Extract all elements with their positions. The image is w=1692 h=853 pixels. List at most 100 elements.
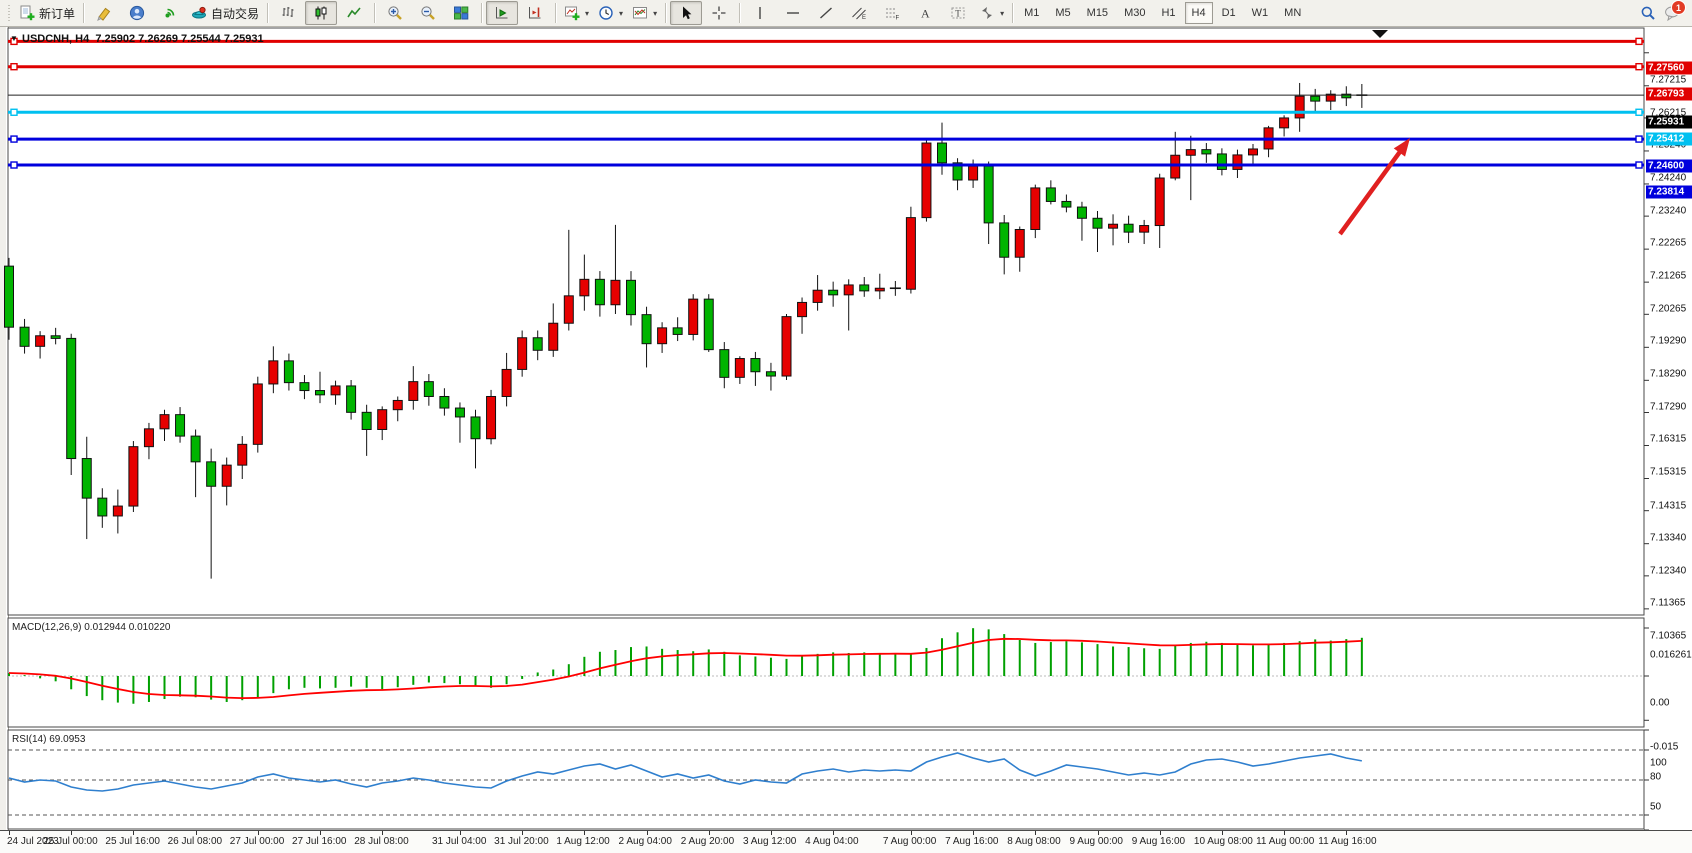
arrows-shapes-icon [982, 7, 993, 19]
toolbar-separator [1012, 3, 1014, 23]
arrows-shapes-button[interactable]: ▾ [975, 1, 1008, 25]
hline-handle [10, 37, 18, 46]
toolbar-grip[interactable] [6, 3, 12, 23]
price-axis-label: 7.13340 [1650, 532, 1687, 544]
indicators-caret-icon: ▾ [585, 8, 590, 18]
templates-button[interactable]: ▾ [628, 1, 661, 25]
new-order-button[interactable]: 新订单 [15, 1, 79, 25]
new-order-icon [20, 5, 35, 21]
text-button[interactable]: A [909, 1, 941, 25]
candle-bullish [688, 298, 699, 335]
text-label-button[interactable]: T [942, 1, 974, 25]
time-axis[interactable]: 24 Jul 2023 25 Jul 00:00 25 Jul 16:00 26 Ju… [0, 830, 1692, 853]
candle-bullish [268, 360, 279, 385]
candle-bullish [1248, 148, 1258, 156]
candle-bullish [734, 358, 745, 378]
autotrading-button[interactable]: 自动交易 [187, 1, 263, 25]
bar-chart-button[interactable] [272, 1, 304, 25]
hline-handle [1635, 135, 1643, 143]
candle-bullish [781, 316, 792, 377]
trendline-button[interactable] [810, 1, 842, 25]
macd-indicator-label: MACD(12,26,9) 0.012944 0.010220 [12, 622, 171, 633]
price-badge-7.27560: 7.27560 [1646, 61, 1692, 75]
crosshair-button[interactable] [703, 1, 735, 25]
chart-canvas[interactable] [0, 27, 1692, 853]
candle-bullish [252, 383, 263, 445]
candle-bullish [1232, 154, 1243, 170]
candle-bullish [112, 505, 123, 517]
candle-bullish [1030, 187, 1041, 230]
candlestick-chart-button[interactable] [305, 1, 338, 25]
candle-bullish [330, 385, 341, 396]
candle-bearish [1092, 217, 1103, 229]
candle-bullish [548, 322, 559, 351]
highlighter-button[interactable] [88, 1, 120, 25]
toolbar-separator [83, 3, 85, 23]
toolbar-separator [374, 3, 376, 23]
candle-bullish [1014, 228, 1025, 258]
periods-button[interactable]: ▾ [594, 1, 627, 25]
line-chart-button[interactable] [338, 1, 370, 25]
auto-scroll-button[interactable] [486, 1, 519, 25]
indicators-icon [565, 6, 580, 21]
price-badge-7.26793: 7.26793 [1646, 87, 1692, 101]
timeframe-mn-button[interactable]: MN [1284, 7, 1302, 19]
timeframe-h1-button[interactable]: H1 [1161, 7, 1176, 19]
clock-icon [599, 6, 613, 20]
time-axis-label: 25 Jul 16:00 [105, 836, 160, 847]
fibonacci-button[interactable]: F [876, 1, 908, 25]
autotrading-icon [192, 6, 207, 19]
search-icon[interactable] [1640, 5, 1656, 21]
price-axis-label: 7.11365 [1650, 597, 1686, 609]
timeframe-h4-button[interactable]: H4 [1184, 2, 1213, 24]
candle-bullish [921, 142, 932, 219]
svg-text:A: A [921, 7, 930, 21]
notifications-button[interactable]: 1 [1664, 0, 1686, 21]
zoom-out-icon [421, 6, 435, 20]
toolbar-separator [481, 3, 483, 23]
symbol-dropdown-marker-icon[interactable]: ▼ [10, 34, 18, 43]
zoom-in-button[interactable] [379, 1, 411, 25]
time-axis-tick [1159, 831, 1161, 835]
channel-button[interactable]: E [843, 1, 875, 25]
candle-bullish [486, 395, 497, 440]
candle-bullish [501, 368, 512, 397]
cursor-button[interactable] [670, 1, 703, 25]
time-axis-label: 11 Aug 16:00 [1318, 836, 1377, 847]
timeframe-m1-button[interactable]: M1 [1024, 7, 1040, 19]
toolbar-separator [555, 3, 557, 23]
community-button[interactable] [121, 1, 153, 25]
candle-bullish [1325, 93, 1336, 102]
candle-bearish [439, 395, 450, 409]
timeframe-d1-button[interactable]: D1 [1221, 7, 1236, 19]
text-label-icon: T [951, 7, 965, 19]
time-axis-tick [1035, 831, 1037, 835]
time-axis-label: 2 Aug 20:00 [680, 836, 735, 847]
horizontal-line-button[interactable] [777, 1, 809, 25]
indicators-button[interactable]: ▾ [560, 1, 593, 25]
timeframe-w1-button[interactable]: W1 [1251, 7, 1269, 19]
price-axis-label: 7.22265 [1650, 237, 1687, 249]
timeframe-m30-button[interactable]: M30 [1124, 7, 1146, 19]
last-bar-marker-icon [1372, 30, 1388, 38]
tile-windows-button[interactable] [445, 1, 477, 25]
toolbar-separator [267, 3, 269, 23]
candle-bearish [1310, 95, 1321, 102]
signals-button[interactable] [154, 1, 186, 25]
chart-ohlc-values: 7.25902 7.26269 7.25544 7.25931 [95, 33, 264, 45]
zoom-out-button[interactable] [412, 1, 444, 25]
candle-bullish [657, 327, 668, 345]
candle-bearish [1076, 206, 1087, 219]
candle-bullish [128, 446, 139, 507]
timeframe-m5-button[interactable]: M5 [1055, 7, 1071, 19]
vertical-line-button[interactable] [744, 1, 776, 25]
time-axis-tick [522, 831, 524, 835]
hline-handle [1635, 161, 1643, 169]
hline-handle [10, 135, 18, 143]
candle-bullish [1294, 95, 1305, 119]
timeframe-m15-button[interactable]: M15 [1086, 7, 1109, 19]
candle-bullish [563, 295, 574, 324]
chart-shift-button[interactable] [519, 1, 551, 25]
price-axis-label: 7.21265 [1650, 270, 1687, 282]
tile-windows-icon [454, 6, 469, 20]
